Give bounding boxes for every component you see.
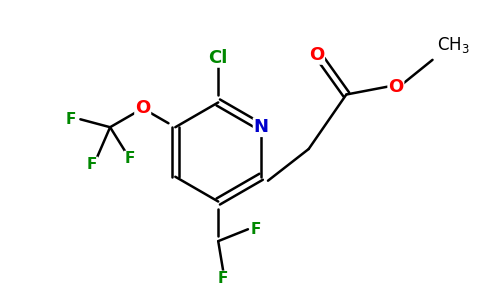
Text: F: F <box>87 158 97 172</box>
Text: Cl: Cl <box>209 49 228 67</box>
Text: F: F <box>218 271 228 286</box>
Text: F: F <box>125 152 135 166</box>
Text: F: F <box>251 222 261 237</box>
Text: F: F <box>65 112 76 127</box>
Text: O: O <box>388 78 404 96</box>
Text: O: O <box>309 46 324 64</box>
Text: CH$_3$: CH$_3$ <box>438 35 470 55</box>
Text: O: O <box>135 99 151 117</box>
Text: N: N <box>254 118 269 136</box>
